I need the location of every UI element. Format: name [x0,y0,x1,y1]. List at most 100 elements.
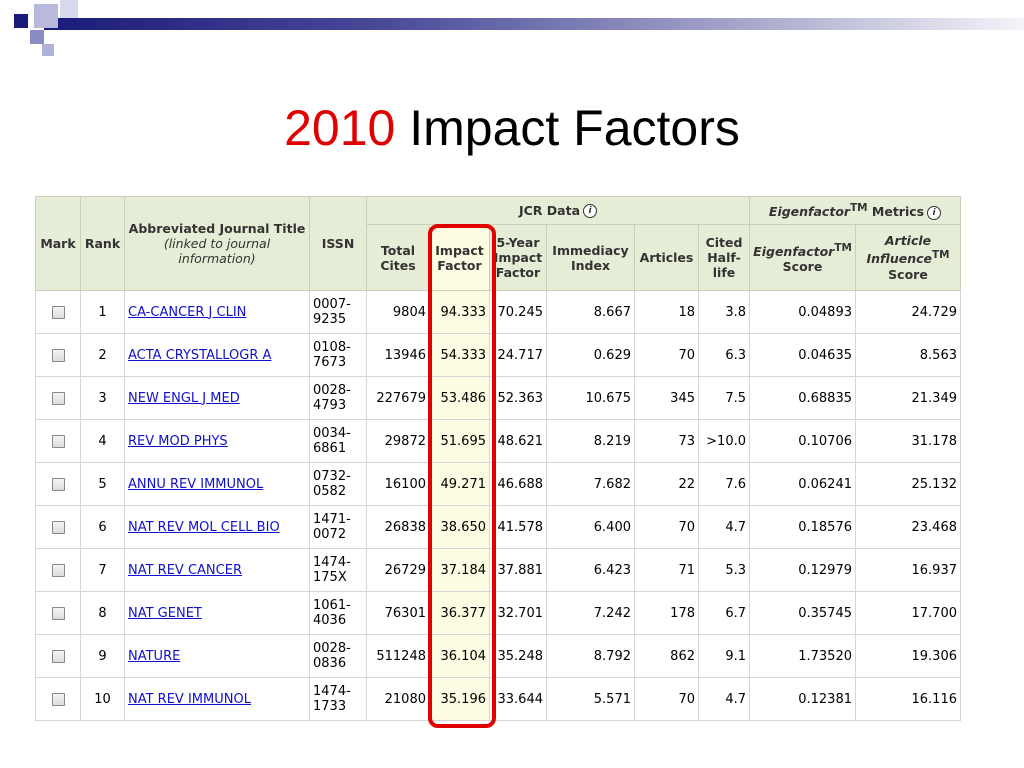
impact-factor-cell: 35.196 [429,677,490,721]
mark-checkbox-cell [35,419,81,463]
jcr-table: Mark Rank Abbreviated Journal Title (lin… [35,196,961,721]
articles-cell: 862 [634,634,699,678]
ai-c: Score [888,266,928,282]
five-year-impact-factor-cell: 48.621 [489,419,547,463]
journal-title-cell: ACTA CRYSTALLOGR A [124,333,310,377]
mark-checkbox[interactable] [51,649,65,663]
mark-checkbox-cell [35,677,81,721]
cited-half-life-cell: 5.3 [698,548,750,592]
total-cites-cell: 76301 [366,591,430,635]
article-influence-score-cell: 16.937 [855,548,961,592]
col-header-five-year: 5-Year Impact Factor [489,224,547,291]
immediacy-index-cell: 6.423 [546,548,635,592]
issn-cell: 0108-7673 [309,333,367,377]
journal-link[interactable]: NAT GENET [128,605,202,621]
immediacy-index-cell: 6.400 [546,505,635,549]
article-influence-score-cell: 17.700 [855,591,961,635]
info-icon[interactable]: i [583,204,598,219]
ai-a: Article [884,233,932,249]
mark-checkbox[interactable] [51,477,65,491]
impact-factor-cell: 94.333 [429,290,490,334]
impact-factor-cell: 36.104 [429,634,490,678]
five-year-impact-factor-cell: 35.248 [489,634,547,678]
eigen-score-tm: TM [834,241,852,254]
journal-link[interactable]: NAT REV IMMUNOL [128,691,251,707]
eigenfactor-score-cell: 0.18576 [749,505,856,549]
mark-checkbox[interactable] [51,692,65,706]
mark-checkbox[interactable] [51,606,65,620]
cited-half-life-cell: 4.7 [698,677,750,721]
rank-cell: 3 [80,376,125,420]
mark-checkbox-cell [35,548,81,592]
immediacy-index-cell: 10.675 [546,376,635,420]
mark-checkbox[interactable] [51,391,65,405]
journal-link[interactable]: NATURE [128,648,181,664]
five-year-impact-factor-cell: 52.363 [489,376,547,420]
journal-link[interactable]: NAT REV CANCER [128,562,242,578]
article-influence-score-cell: 23.468 [855,505,961,549]
total-cites-cell: 29872 [366,419,430,463]
title-year: 2010 [284,100,396,156]
five-year-impact-factor-cell: 32.701 [489,591,547,635]
mark-checkbox[interactable] [51,520,65,534]
journal-link[interactable]: CA-CANCER J CLIN [128,304,247,320]
eigenfactor-score-cell: 1.73520 [749,634,856,678]
mark-checkbox[interactable] [51,305,65,319]
total-cites-cell: 26838 [366,505,430,549]
journal-link[interactable]: NEW ENGL J MED [128,390,240,406]
five-year-impact-factor-cell: 70.245 [489,290,547,334]
col-header-half-life: Cited Half-life [698,224,750,291]
cited-half-life-cell: 7.6 [698,462,750,506]
five-year-impact-factor-cell: 41.578 [489,505,547,549]
article-influence-score-cell: 16.116 [855,677,961,721]
issn-cell: 0028-4793 [309,376,367,420]
mark-checkbox[interactable] [51,348,65,362]
articles-cell: 22 [634,462,699,506]
col-header-total-cites: Total Cites [366,224,430,291]
ai-b: Influence [866,251,933,267]
journal-link[interactable]: NAT REV MOL CELL BIO [128,519,280,535]
immediacy-index-cell: 8.219 [546,419,635,463]
jcr-table-wrapper: Mark Rank Abbreviated Journal Title (lin… [35,196,961,728]
immediacy-index-cell: 7.242 [546,591,635,635]
issn-cell: 1471-0072 [309,505,367,549]
table-row: 10 NAT REV IMMUNOL 1474-1733 21080 35.196 33.… [35,677,961,721]
col-header-article-influence: Article InfluenceTM Score [855,224,961,291]
col-header-title-sub: (linked to journal information) [163,236,271,266]
mark-checkbox[interactable] [51,434,65,448]
mark-checkbox-cell [35,376,81,420]
journal-title-cell: NAT GENET [124,591,310,635]
journal-link[interactable]: ACTA CRYSTALLOGR A [128,347,272,363]
table-row: 5 ANNU REV IMMUNOL 0732-0582 16100 49.271 46.… [35,462,961,506]
eigenfactor-score-cell: 0.35745 [749,591,856,635]
immediacy-index-cell: 8.792 [546,634,635,678]
decor-square [14,14,28,28]
table-row: 3 NEW ENGL J MED 0028-4793 227679 53.486 52.3… [35,376,961,420]
table-row: 7 NAT REV CANCER 1474-175X 26729 37.184 37.88… [35,548,961,592]
article-influence-score-cell: 19.306 [855,634,961,678]
articles-cell: 18 [634,290,699,334]
immediacy-index-cell: 8.667 [546,290,635,334]
journal-title-cell: REV MOD PHYS [124,419,310,463]
eigen-score-b: Score [782,259,823,275]
slide-title: 2010 Impact Factors [0,98,1024,158]
total-cites-cell: 21080 [366,677,430,721]
cited-half-life-cell: 7.5 [698,376,750,420]
col-header-immediacy: Immediacy Index [546,224,635,291]
five-year-impact-factor-cell: 24.717 [489,333,547,377]
total-cites-cell: 227679 [366,376,430,420]
journal-title-cell: NAT REV CANCER [124,548,310,592]
ai-tm: TM [932,249,950,262]
journal-title-cell: NEW ENGL J MED [124,376,310,420]
eigenfactor-score-cell: 0.04893 [749,290,856,334]
journal-link[interactable]: REV MOD PHYS [128,433,228,449]
table-row: 8 NAT GENET 1061-4036 76301 36.377 32.701 7.24… [35,591,961,635]
five-year-impact-factor-cell: 33.644 [489,677,547,721]
group-header-jcr: JCR Data i [366,196,750,225]
col-header-mark: Mark [35,196,81,291]
impact-factor-cell: 54.333 [429,333,490,377]
journal-link[interactable]: ANNU REV IMMUNOL [128,476,264,492]
mark-checkbox[interactable] [51,563,65,577]
col-header-rank: Rank [80,196,125,291]
info-icon[interactable]: i [927,205,942,220]
